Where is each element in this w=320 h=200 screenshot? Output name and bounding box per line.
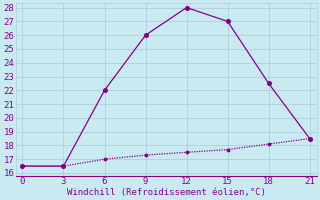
X-axis label: Windchill (Refroidissement éolien,°C): Windchill (Refroidissement éolien,°C)	[67, 188, 266, 197]
